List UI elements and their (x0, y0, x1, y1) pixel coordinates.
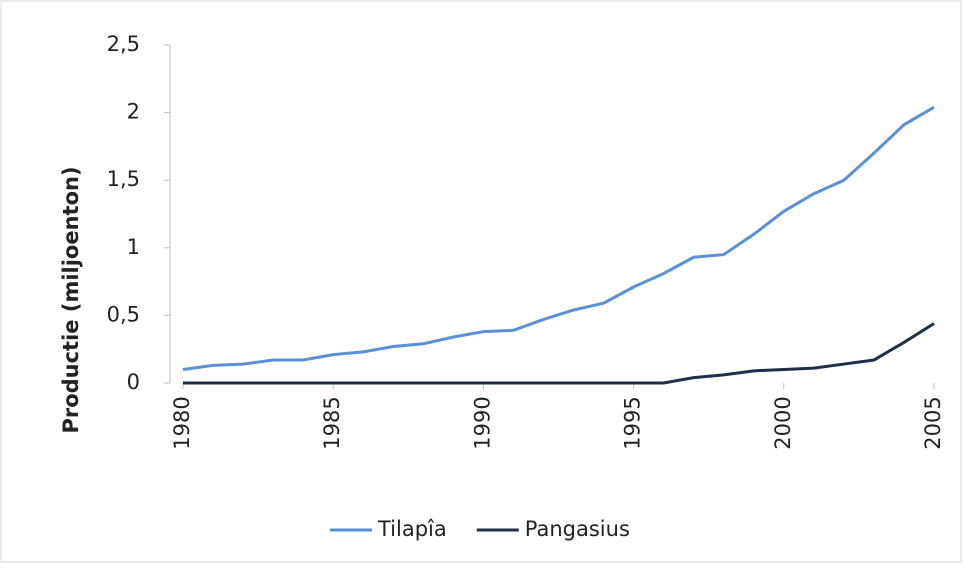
y-tick-label: 0,5 (107, 302, 140, 326)
y-tick-label: 2,5 (107, 32, 140, 56)
x-tick-label: 2005 (921, 396, 945, 449)
x-tick-label: 1980 (170, 396, 194, 449)
x-tick-label: 1990 (470, 396, 494, 449)
y-tick-label: 0 (127, 370, 140, 394)
x-tick-label: 2000 (771, 396, 795, 449)
data-line (182, 105, 935, 371)
x-tick-label: 1995 (621, 396, 645, 449)
legend-label: Pangasius (525, 517, 630, 541)
y-tick-label: 1,5 (107, 167, 140, 191)
y-tick-label: 2 (127, 100, 140, 124)
data-line (183, 322, 935, 385)
y-tick-label: 1 (127, 235, 140, 259)
x-tick-label: 1985 (320, 396, 344, 449)
y-axis-label: Productie (miljoenton) (59, 166, 83, 433)
legend-label: Tilapîa (377, 517, 447, 541)
